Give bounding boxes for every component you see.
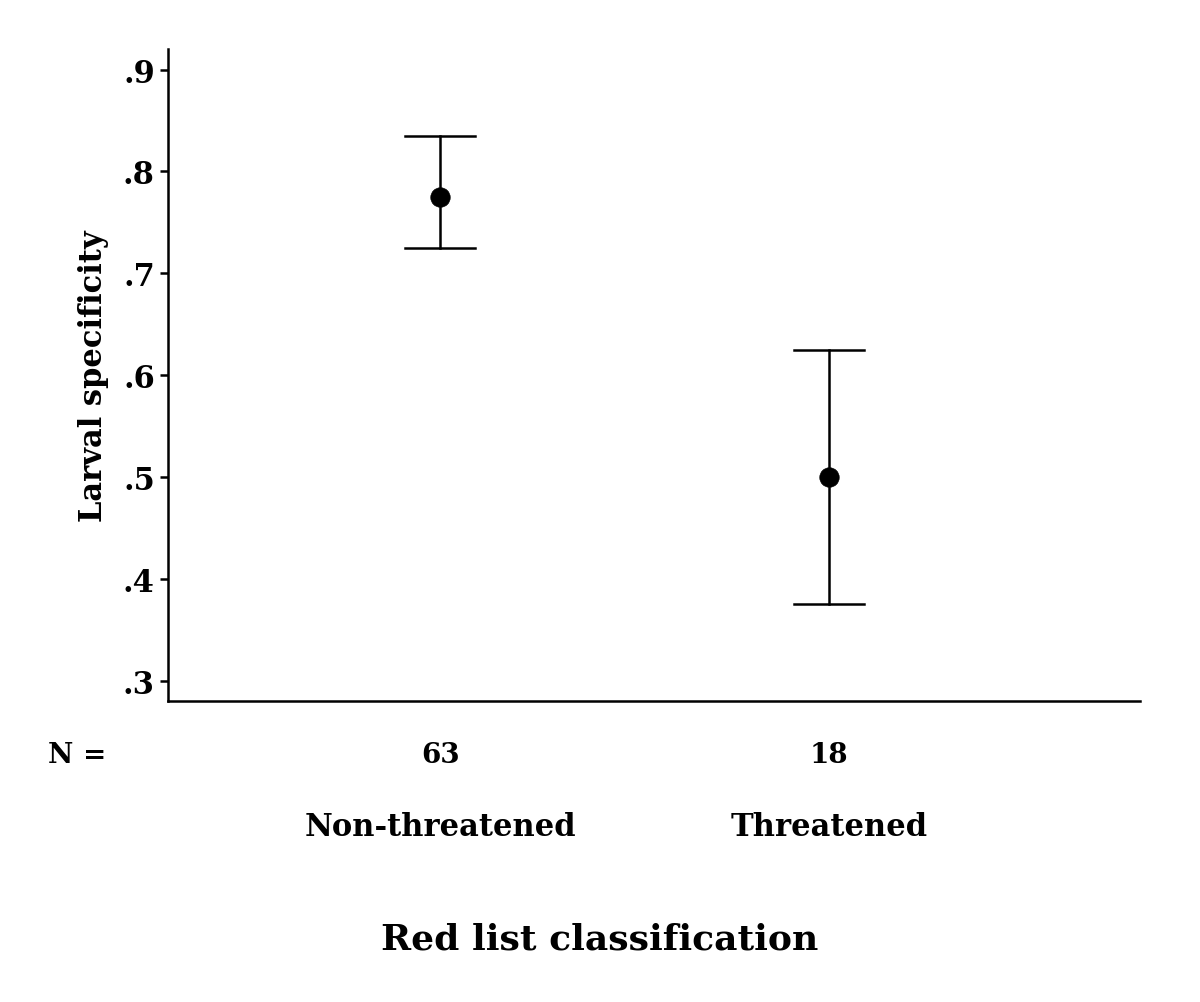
Text: N =: N = [48, 741, 116, 769]
Text: Non-threatened: Non-threatened [305, 812, 576, 843]
Y-axis label: Larval specificity: Larval specificity [78, 230, 109, 521]
Text: Threatened: Threatened [731, 812, 928, 843]
Text: 18: 18 [810, 741, 848, 769]
Text: 63: 63 [421, 741, 460, 769]
Text: Red list classification: Red list classification [382, 922, 818, 956]
